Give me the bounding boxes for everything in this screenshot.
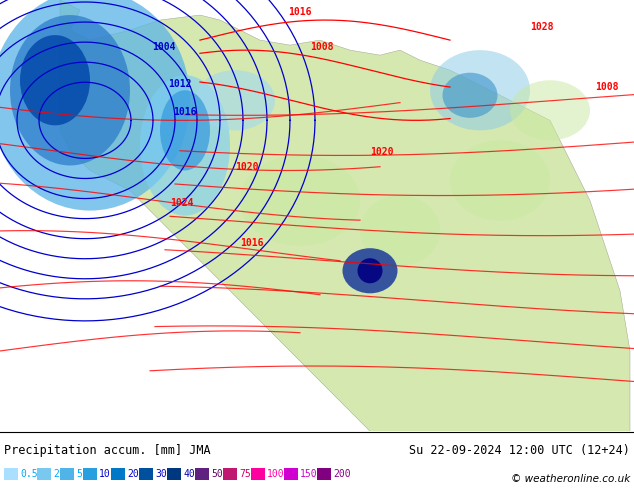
Text: © weatheronline.co.uk: © weatheronline.co.uk (511, 474, 630, 484)
Ellipse shape (160, 90, 210, 171)
FancyBboxPatch shape (317, 468, 331, 480)
Text: 1020: 1020 (370, 147, 394, 157)
Text: 2: 2 (53, 469, 59, 479)
FancyBboxPatch shape (111, 468, 125, 480)
Text: 1008: 1008 (310, 42, 333, 52)
Text: 1008: 1008 (595, 82, 619, 92)
Ellipse shape (443, 73, 498, 118)
Ellipse shape (140, 75, 230, 216)
Text: 20: 20 (127, 469, 139, 479)
Text: 1020: 1020 (235, 163, 259, 172)
Text: 30: 30 (155, 469, 167, 479)
Text: 0.5: 0.5 (20, 469, 37, 479)
FancyBboxPatch shape (60, 468, 74, 480)
Ellipse shape (358, 258, 382, 283)
Text: 40: 40 (183, 469, 195, 479)
Ellipse shape (10, 15, 130, 166)
Ellipse shape (195, 70, 275, 130)
FancyBboxPatch shape (83, 468, 97, 480)
Text: Precipitation accum. [mm] JMA: Precipitation accum. [mm] JMA (4, 444, 210, 457)
Ellipse shape (510, 80, 590, 141)
Polygon shape (60, 0, 630, 431)
Text: 1016: 1016 (240, 238, 264, 247)
Text: 1016: 1016 (288, 7, 311, 17)
Ellipse shape (20, 35, 90, 125)
Text: 100: 100 (267, 469, 285, 479)
FancyBboxPatch shape (37, 468, 51, 480)
FancyBboxPatch shape (251, 468, 265, 480)
Ellipse shape (430, 50, 530, 130)
Text: 50: 50 (211, 469, 223, 479)
FancyBboxPatch shape (223, 468, 237, 480)
Text: 10: 10 (99, 469, 111, 479)
Text: 1028: 1028 (530, 22, 553, 32)
Text: 1012: 1012 (168, 79, 191, 89)
Ellipse shape (0, 0, 190, 211)
Text: 5: 5 (76, 469, 82, 479)
FancyBboxPatch shape (195, 468, 209, 480)
Text: 200: 200 (333, 469, 351, 479)
Text: 150: 150 (300, 469, 318, 479)
Text: 1004: 1004 (152, 42, 176, 52)
Text: 75: 75 (239, 469, 251, 479)
FancyBboxPatch shape (4, 468, 18, 480)
FancyBboxPatch shape (167, 468, 181, 480)
FancyBboxPatch shape (284, 468, 298, 480)
Text: 1024: 1024 (170, 197, 193, 208)
Text: Su 22-09-2024 12:00 UTC (12+24): Su 22-09-2024 12:00 UTC (12+24) (409, 444, 630, 457)
Ellipse shape (240, 155, 360, 245)
Ellipse shape (342, 248, 398, 294)
Ellipse shape (360, 196, 440, 266)
Ellipse shape (450, 141, 550, 220)
Text: 1016: 1016 (173, 107, 197, 117)
FancyBboxPatch shape (139, 468, 153, 480)
